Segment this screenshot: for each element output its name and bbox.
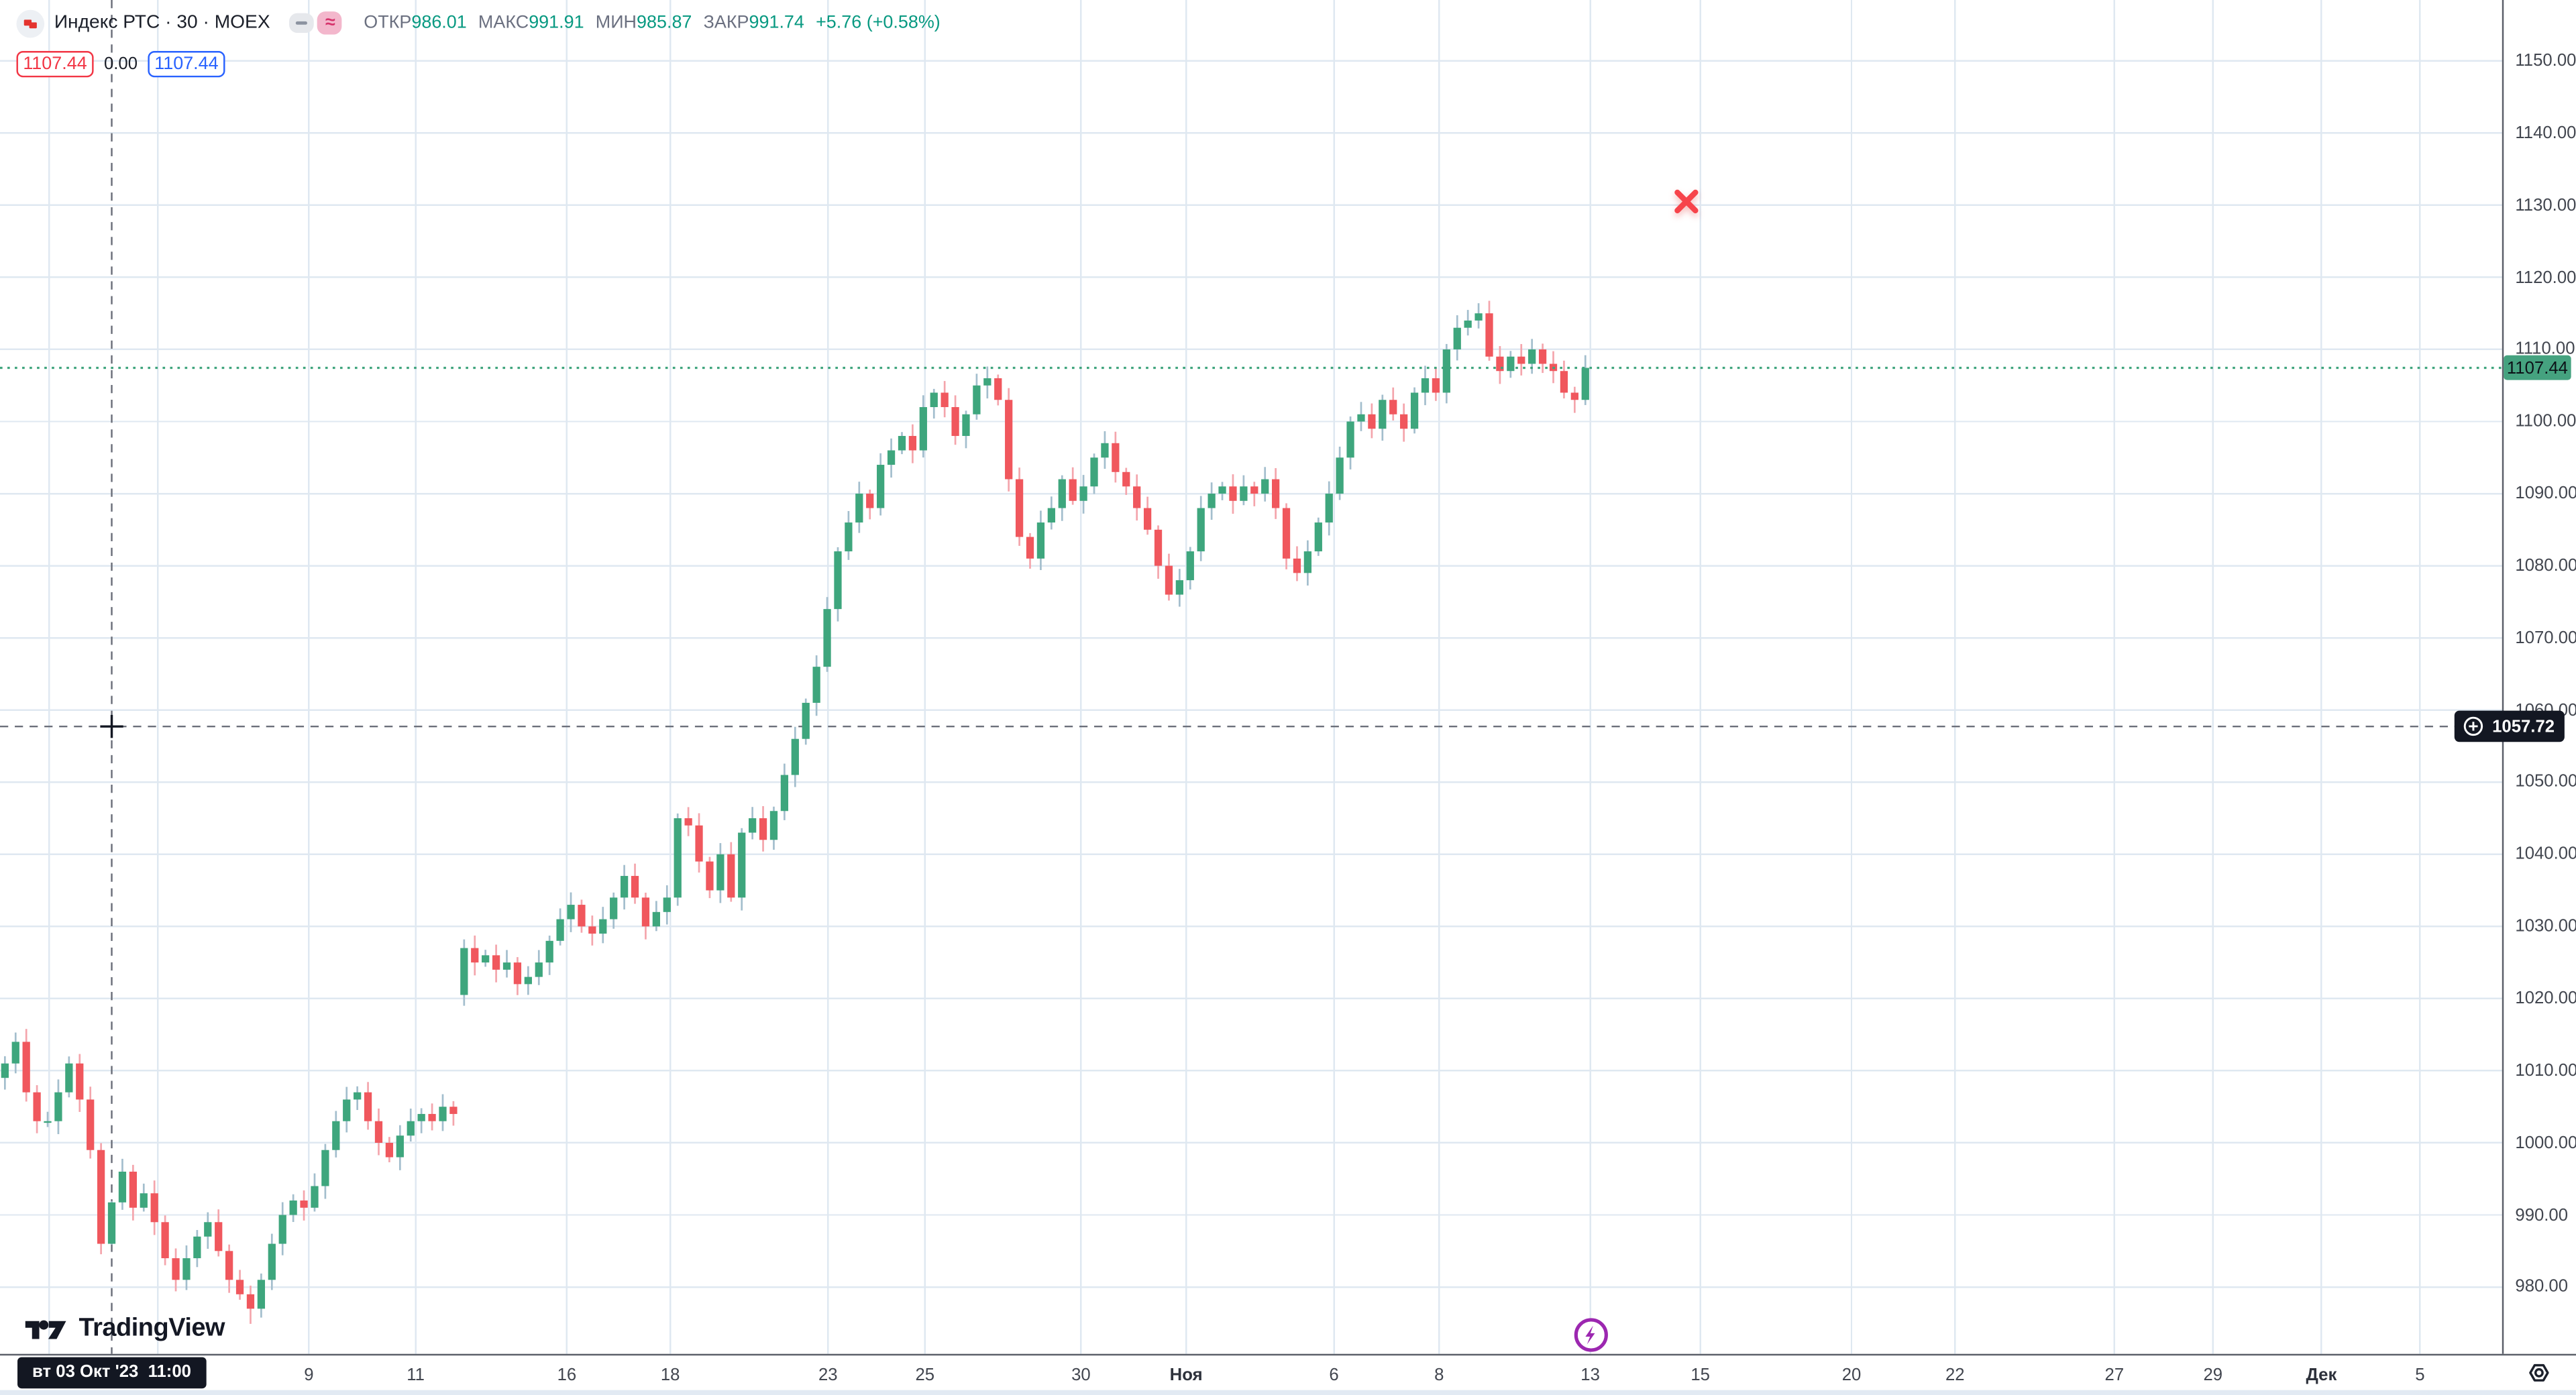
price-tick-label: 1090.00 — [2515, 484, 2576, 504]
price-tick-label: 1070.00 — [2515, 628, 2576, 648]
sell-button[interactable]: 1107.44 — [16, 50, 94, 77]
tradingview-logo[interactable]: TradingView — [25, 1315, 225, 1344]
time-tick-label: 11 — [407, 1365, 425, 1386]
legend: Индекс РТС · 30 · MOEX ≈ ОТКР986.01 МАКС… — [16, 8, 941, 78]
ohlc-low: МИН985.87 — [595, 13, 692, 34]
tradingview-glyph-icon — [25, 1319, 66, 1339]
approx-icon: ≈ — [325, 13, 335, 34]
time-tick-label: 6 — [1329, 1365, 1339, 1386]
time-tick-label: Ноя — [1169, 1365, 1203, 1386]
time-tick-label: 20 — [1841, 1365, 1862, 1386]
time-tick-label: Дек — [2306, 1365, 2337, 1386]
price-tick-label: 1140.00 — [2515, 123, 2576, 144]
add-alert-plus-icon[interactable] — [2463, 716, 2484, 737]
price-tick-label: 1150.00 — [2515, 51, 2576, 71]
dash-icon — [296, 21, 308, 25]
price-tick-label: 1080.00 — [2515, 555, 2576, 576]
price-tick-label: 1050.00 — [2515, 772, 2576, 792]
time-tick-label: 16 — [557, 1365, 577, 1386]
time-tick-label: 15 — [1690, 1365, 1711, 1386]
last-price-label: 1107.44 — [2504, 355, 2571, 380]
time-tick-label: 27 — [2104, 1365, 2125, 1386]
buy-button[interactable]: 1107.44 — [148, 50, 225, 77]
price-tick-label: 1030.00 — [2515, 916, 2576, 937]
lightning-trade-icon[interactable] — [1572, 1316, 1610, 1353]
time-tick-label: 29 — [2203, 1365, 2223, 1386]
time-tick-label: 22 — [1945, 1365, 1965, 1386]
time-tick-label: 18 — [660, 1365, 680, 1386]
price-tick-label: 990.00 — [2515, 1205, 2569, 1225]
hidden-indicator-pill[interactable] — [290, 13, 315, 34]
spread-value: 0.00 — [103, 53, 138, 74]
time-tick-label: 23 — [818, 1365, 838, 1386]
price-tick-label: 1000.00 — [2515, 1133, 2576, 1153]
bottom-strip — [0, 1390, 2576, 1395]
price-tick-label: 1130.00 — [2515, 195, 2576, 215]
approx-indicator-pill[interactable]: ≈ — [317, 11, 343, 35]
time-tick-label: 25 — [915, 1365, 935, 1386]
time-tick-label: 5 — [2415, 1365, 2425, 1386]
price-tick-label: 1100.00 — [2515, 411, 2576, 432]
crosshair — [0, 0, 2502, 1354]
ohlc-change: +5.76 (+0.58%) — [816, 13, 941, 34]
x-cross-drawing[interactable] — [1672, 188, 1700, 216]
price-tick-label: 1020.00 — [2515, 989, 2576, 1009]
crosshair-time-label: вт 03 Окт '23 11:00 — [17, 1356, 207, 1388]
price-tick-label: 1120.00 — [2515, 267, 2576, 288]
time-tick-label: 9 — [304, 1365, 314, 1386]
time-tick-label: 30 — [1071, 1365, 1091, 1386]
tradingview-logo-text: TradingView — [78, 1314, 225, 1343]
axis-settings-icon[interactable] — [2525, 1359, 2553, 1387]
ohlc-readout: ОТКР986.01 МАКС991.91 МИН985.87 ЗАКР991.… — [364, 13, 941, 33]
legend-symbol-row: Индекс РТС · 30 · MOEX ≈ ОТКР986.01 МАКС… — [16, 8, 941, 38]
crosshair-price-label: 1057.72 — [2454, 710, 2565, 742]
trade-panel: 1107.44 0.00 1107.44 — [16, 50, 940, 78]
price-tick-label: 1010.00 — [2515, 1060, 2576, 1081]
ohlc-close: ЗАКР991.74 — [703, 13, 804, 34]
ohlc-open: ОТКР986.01 — [364, 13, 467, 34]
time-tick-label: 13 — [1580, 1365, 1600, 1386]
ohlc-high: МАКС991.91 — [478, 13, 584, 34]
symbol-title[interactable]: Индекс РТС · 30 · MOEX — [54, 13, 270, 34]
price-tick-label: 980.00 — [2515, 1277, 2569, 1297]
price-axis[interactable]: 1150.00 1140.00 1130.00 1120.00 1110.00 1100.… — [2502, 0, 2576, 1354]
gridlines — [0, 0, 2502, 1354]
price-tick-label: 1040.00 — [2515, 844, 2576, 864]
time-tick-label: 8 — [1434, 1365, 1444, 1386]
time-axis[interactable]: 9 11 16 18 23 25 30 Ноя 6 8 13 15 20 22 27 29 Дек 5 — [0, 1353, 2576, 1395]
symbol-logo-icon — [16, 9, 45, 38]
candlestick-series — [1, 300, 1589, 1324]
crosshair-cursor — [100, 714, 123, 738]
